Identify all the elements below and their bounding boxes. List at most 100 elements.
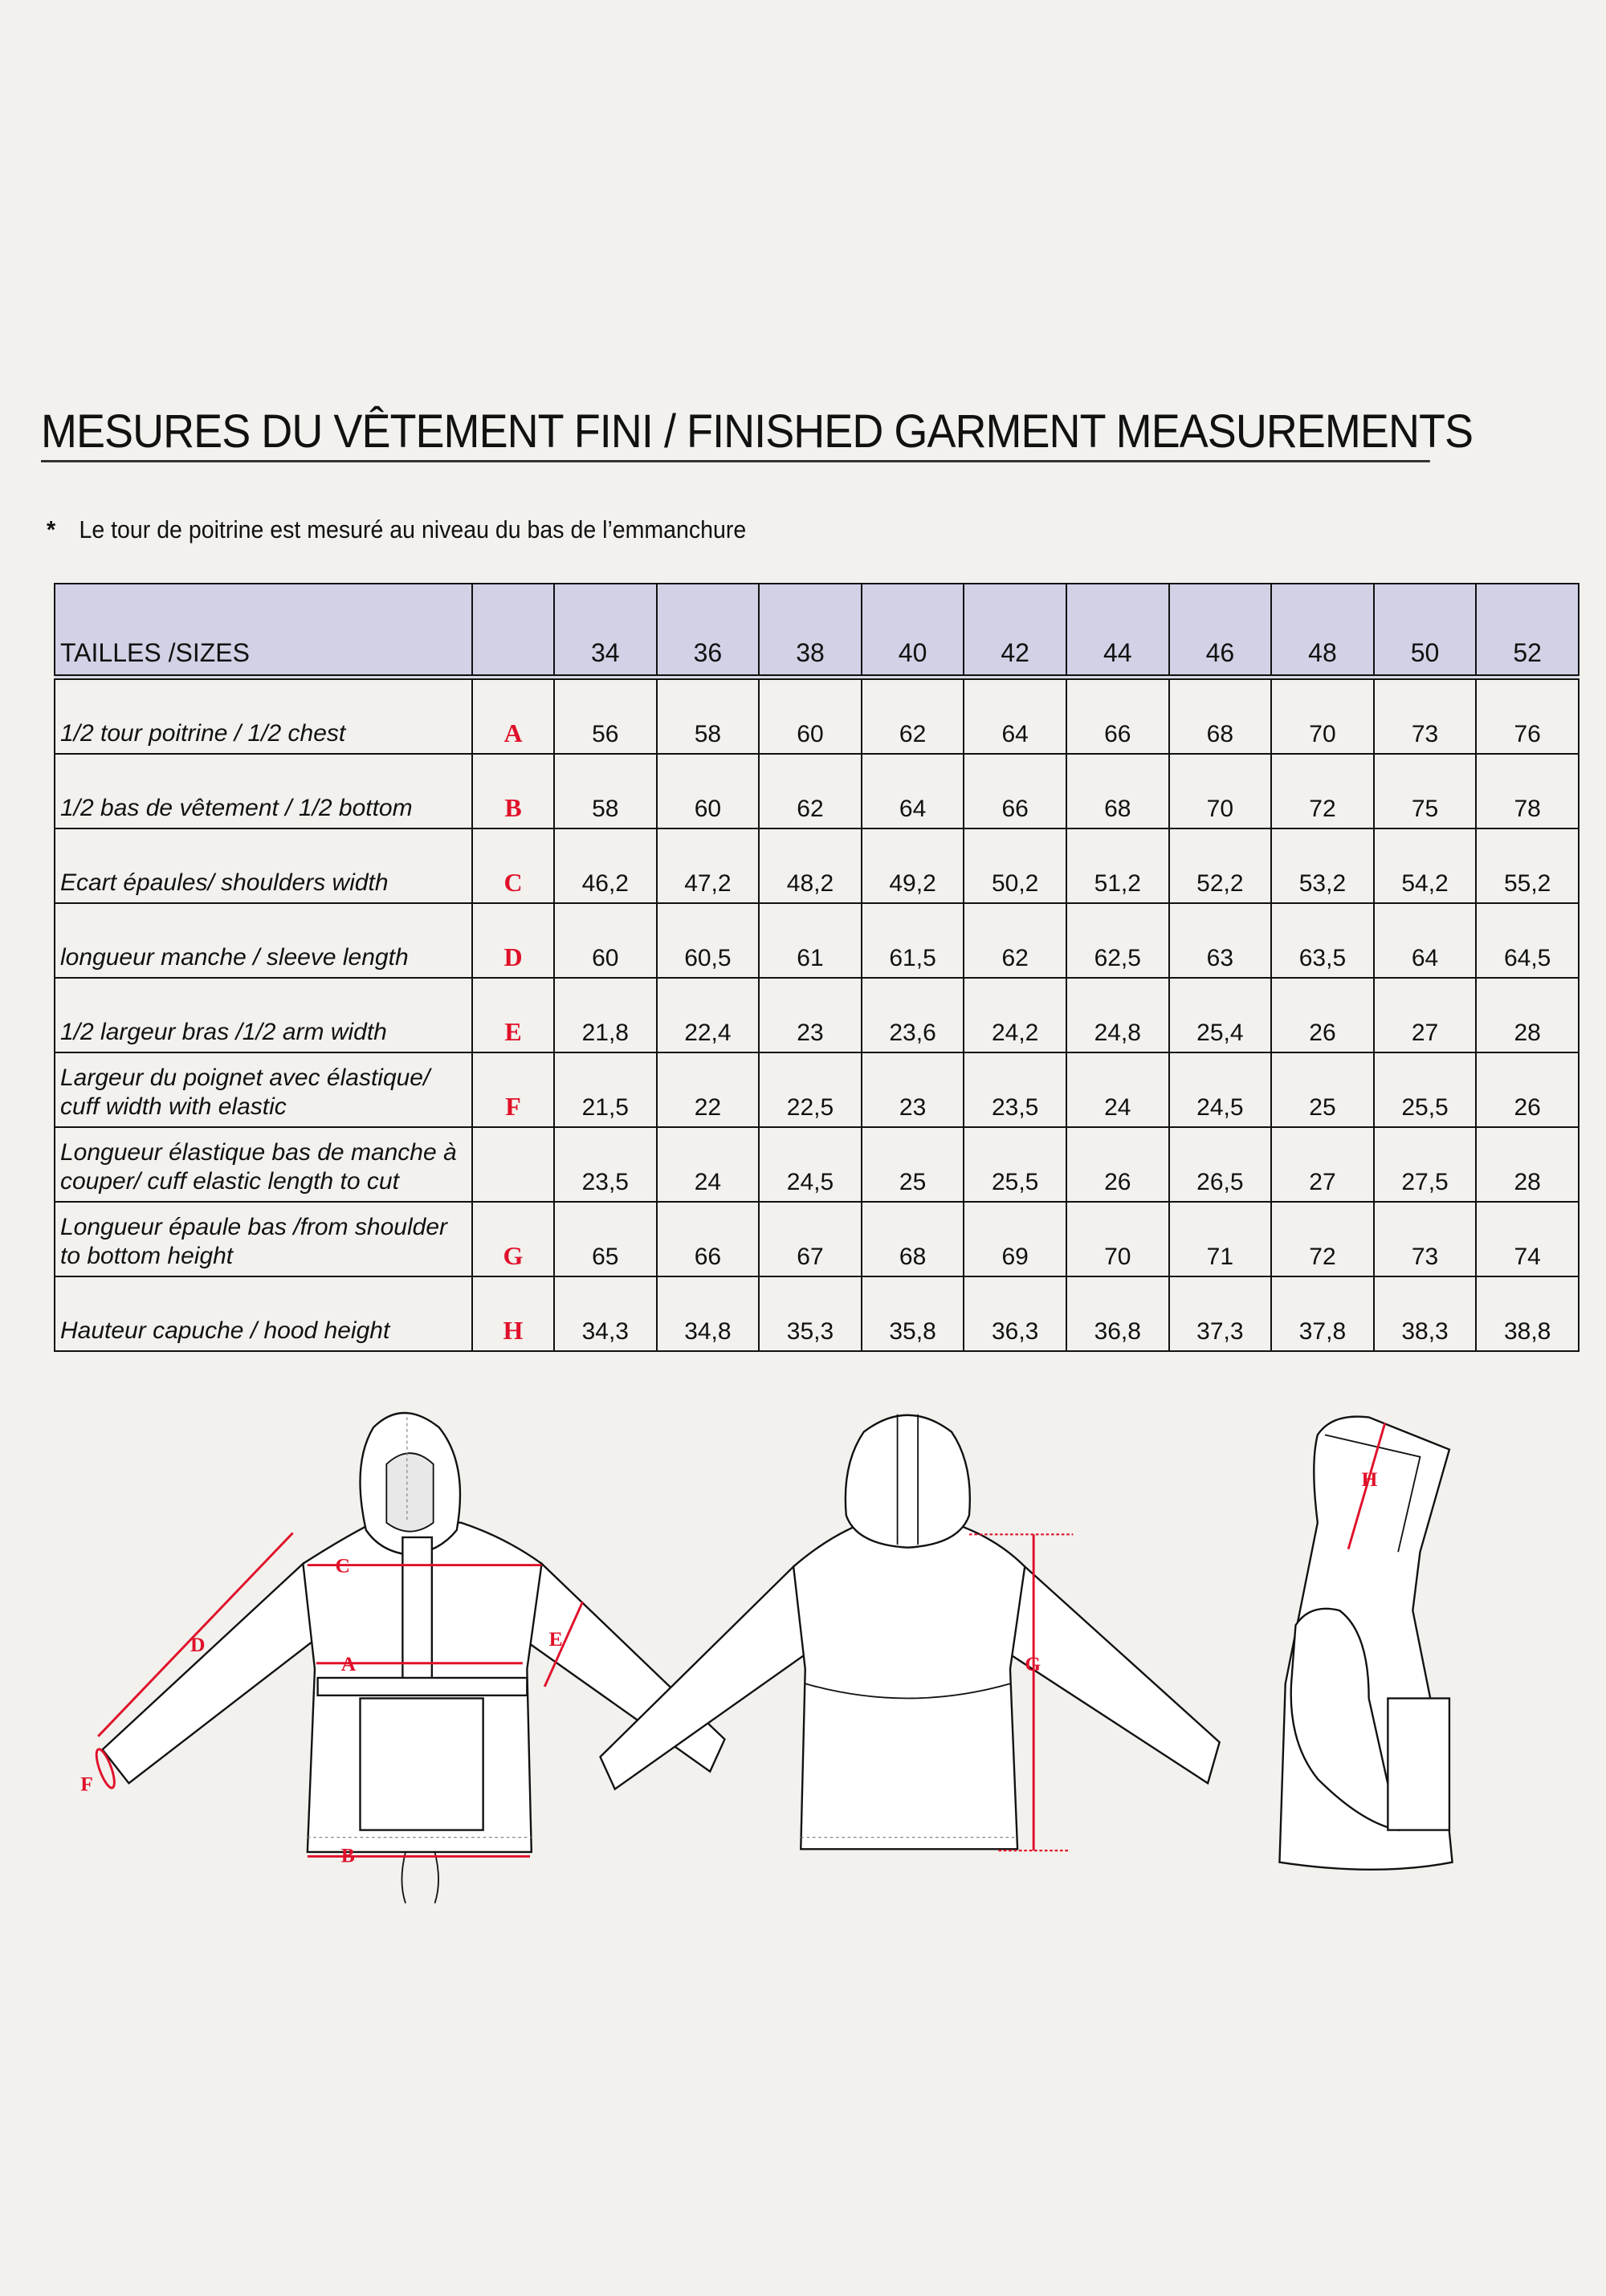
row-letter: A — [471, 676, 555, 755]
size-header-52: 52 — [1475, 583, 1580, 678]
row-value: 60,5 — [655, 902, 760, 979]
row-value: 75 — [1372, 753, 1478, 829]
row-value: 66 — [655, 1201, 760, 1277]
row-value: 49,2 — [860, 828, 965, 904]
row-value: 23,6 — [860, 977, 965, 1053]
measure-label-f: F — [80, 1772, 93, 1795]
row-value: 48,2 — [758, 828, 862, 904]
row-value: 24,8 — [1065, 977, 1170, 1053]
row-value: 76 — [1475, 676, 1580, 755]
measure-label-b: B — [341, 1844, 355, 1867]
table-row: longueur manche / sleeve length D 60 60,5 61… — [54, 902, 1580, 979]
row-value: 21,8 — [553, 977, 658, 1053]
row-value: 22 — [655, 1052, 760, 1128]
row-value: 62,5 — [1065, 902, 1170, 979]
measure-e-line — [543, 1601, 584, 1687]
row-value: 68 — [1065, 753, 1170, 829]
measure-d-line — [97, 1532, 294, 1737]
row-value: 68 — [860, 1201, 965, 1277]
row-label: Largeur du poignet avec élastique/ cuff … — [54, 1052, 473, 1128]
row-value: 65 — [553, 1201, 658, 1277]
row-value: 64 — [860, 753, 965, 829]
measure-label-c: C — [336, 1554, 350, 1577]
row-value: 51,2 — [1065, 828, 1170, 904]
row-value: 34,8 — [655, 1276, 760, 1352]
table-row: 1/2 largeur bras /1/2 arm width E 21,8 22,4… — [54, 977, 1580, 1053]
measure-label-e: E — [549, 1627, 563, 1651]
row-value: 36,8 — [1065, 1276, 1170, 1352]
row-value: 22,4 — [655, 977, 760, 1053]
row-letter: B — [471, 753, 555, 829]
row-value: 38,8 — [1475, 1276, 1580, 1352]
row-value: 54,2 — [1372, 828, 1478, 904]
row-letter: F — [471, 1052, 555, 1128]
row-value: 66 — [1065, 676, 1170, 755]
row-value: 73 — [1372, 676, 1478, 755]
row-value: 26 — [1065, 1126, 1170, 1203]
front-view-drawing — [101, 1411, 726, 1904]
row-value: 63 — [1168, 902, 1273, 979]
row-value: 74 — [1475, 1201, 1580, 1277]
size-header-50: 50 — [1372, 583, 1478, 678]
row-value: 52,2 — [1168, 828, 1273, 904]
size-header-42: 42 — [963, 583, 1067, 678]
row-value: 26 — [1475, 1052, 1580, 1128]
row-value: 26 — [1270, 977, 1375, 1053]
row-value: 25,5 — [1372, 1052, 1478, 1128]
row-value: 60 — [655, 753, 760, 829]
sizes-header-label: TAILLES /SIZES — [54, 583, 473, 678]
row-value: 23,5 — [963, 1052, 1067, 1128]
row-value: 24,2 — [963, 977, 1067, 1053]
row-value: 61,5 — [860, 902, 965, 979]
row-value: 67 — [758, 1201, 862, 1277]
row-value: 70 — [1270, 676, 1375, 755]
row-value: 27,5 — [1372, 1126, 1478, 1203]
row-label: 1/2 bas de vêtement / 1/2 bottom — [54, 753, 473, 829]
row-value: 24 — [1065, 1052, 1170, 1128]
page-title: MESURES DU VÊTEMENT FINI / FINISHED GARM… — [41, 405, 1474, 462]
table-row: Ecart épaules/ shoulders width C 46,2 47,2 4… — [54, 828, 1580, 904]
row-value: 56 — [553, 676, 658, 755]
measurements-table: TAILLES /SIZES 34 36 38 40 42 44 46 48 50 52 1/2 … — [54, 583, 1580, 1352]
side-view-drawing — [1278, 1415, 1453, 1871]
row-label: Hauteur capuche / hood height — [54, 1276, 473, 1352]
table-row: Largeur du poignet avec élastique/ cuff … — [54, 1052, 1580, 1128]
size-header-34: 34 — [553, 583, 658, 678]
row-value: 60 — [553, 902, 658, 979]
row-label: Ecart épaules/ shoulders width — [54, 828, 473, 904]
row-value: 72 — [1270, 1201, 1375, 1277]
size-header-48: 48 — [1270, 583, 1375, 678]
row-value: 64,5 — [1475, 902, 1580, 979]
row-letter: G — [471, 1201, 555, 1277]
row-value: 37,8 — [1270, 1276, 1375, 1352]
row-value: 36,3 — [963, 1276, 1067, 1352]
row-letter: C — [471, 828, 555, 904]
row-value: 22,5 — [758, 1052, 862, 1128]
row-value: 53,2 — [1270, 828, 1375, 904]
row-value: 50,2 — [963, 828, 1067, 904]
row-value: 64 — [963, 676, 1067, 755]
size-header-36: 36 — [655, 583, 760, 678]
row-value: 68 — [1168, 676, 1273, 755]
row-value: 23 — [860, 1052, 965, 1128]
letter-header — [471, 583, 555, 678]
measure-label-d: D — [190, 1633, 205, 1656]
row-letter: E — [471, 977, 555, 1053]
measure-f-mark — [95, 1748, 116, 1789]
row-value: 66 — [963, 753, 1067, 829]
row-value: 37,3 — [1168, 1276, 1273, 1352]
chest-note: * Le tour de poitrine est mesuré au nivea… — [47, 515, 746, 544]
row-value: 78 — [1475, 753, 1580, 829]
row-value: 24 — [655, 1126, 760, 1203]
row-value: 27 — [1372, 977, 1478, 1053]
measure-label-g: G — [1025, 1652, 1041, 1675]
measure-label-a: A — [341, 1652, 357, 1675]
row-value: 38,3 — [1372, 1276, 1478, 1352]
row-value: 58 — [655, 676, 760, 755]
size-header-46: 46 — [1168, 583, 1273, 678]
row-label: Longueur épaule bas /from shoulder to bo… — [54, 1201, 473, 1277]
row-label: 1/2 largeur bras /1/2 arm width — [54, 977, 473, 1053]
row-value: 25,4 — [1168, 977, 1273, 1053]
row-value: 35,3 — [758, 1276, 862, 1352]
row-value: 25 — [860, 1126, 965, 1203]
